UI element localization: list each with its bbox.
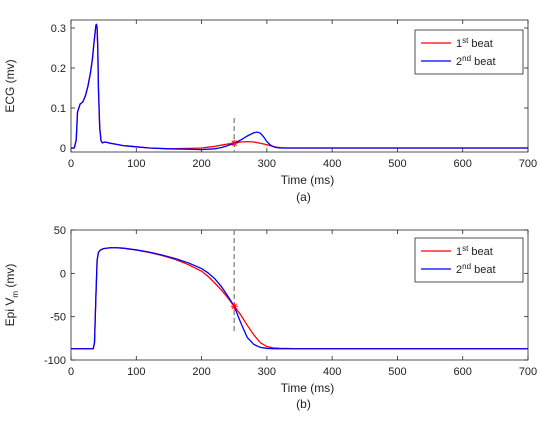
- y-axis-label: ECG (mv): [3, 59, 17, 112]
- legend-label: 1st beat: [456, 244, 493, 258]
- y-axis-label: Epi Vm (mv): [3, 264, 20, 327]
- y-tick-label: -100: [44, 355, 66, 367]
- y-tick-label: 50: [54, 225, 66, 237]
- series-line-second-beat: [71, 23, 528, 151]
- legend-label: 1st beat: [456, 36, 493, 50]
- x-tick-label: 500: [388, 158, 406, 170]
- x-tick-label: 100: [127, 366, 145, 378]
- legend-label: 2nd beat: [456, 54, 496, 68]
- legend-box: [414, 29, 524, 75]
- y-tick-label: 0.3: [51, 23, 66, 35]
- y-tick-label: 0.1: [51, 103, 66, 115]
- legend: 1st beat 2nd beat: [414, 29, 524, 75]
- x-tick-label: 200: [192, 366, 210, 378]
- legend: 1st beat 2nd beat: [414, 237, 524, 283]
- x-tick-label: 500: [388, 366, 406, 378]
- x-axis-label: Time (ms): [281, 381, 335, 395]
- x-tick-label: 100: [127, 158, 145, 170]
- panel-b: 0 100 200 300 400 500 600 700 -100 -50 0 50 Time (ms…: [3, 225, 537, 411]
- intersection-marker: [230, 139, 238, 147]
- series-line-second-beat: [71, 247, 528, 350]
- x-tick-label: 700: [519, 366, 537, 378]
- intersection-marker: [230, 302, 238, 310]
- panel-caption: (b): [296, 397, 311, 411]
- y-tick-label: 0.2: [51, 63, 66, 75]
- x-tick-label: 200: [192, 158, 210, 170]
- x-tick-label: 400: [323, 366, 341, 378]
- x-tick-label: 700: [519, 158, 537, 170]
- legend-label: 2nd beat: [456, 262, 496, 276]
- x-tick-label: 300: [258, 158, 276, 170]
- x-tick-label: 600: [454, 366, 472, 378]
- legend-box: [414, 237, 524, 283]
- x-tick-label: 600: [454, 158, 472, 170]
- x-tick-label: 300: [258, 366, 276, 378]
- plot-frame: [70, 229, 529, 361]
- x-tick-label: 0: [68, 158, 74, 170]
- panel-a: 0 100 200 300 400 500 600 700 0 0.1 0.2 0.3 Time (ms…: [3, 19, 537, 204]
- x-axis-label: Time (ms): [281, 173, 335, 187]
- y-tick-label: 0: [60, 268, 66, 280]
- y-tick-label: 0: [60, 143, 66, 155]
- y-tick-label: -50: [50, 312, 66, 324]
- panel-caption: (a): [296, 190, 311, 204]
- x-tick-label: 400: [323, 158, 341, 170]
- x-tick-label: 0: [68, 366, 74, 378]
- plot-frame: [70, 19, 529, 153]
